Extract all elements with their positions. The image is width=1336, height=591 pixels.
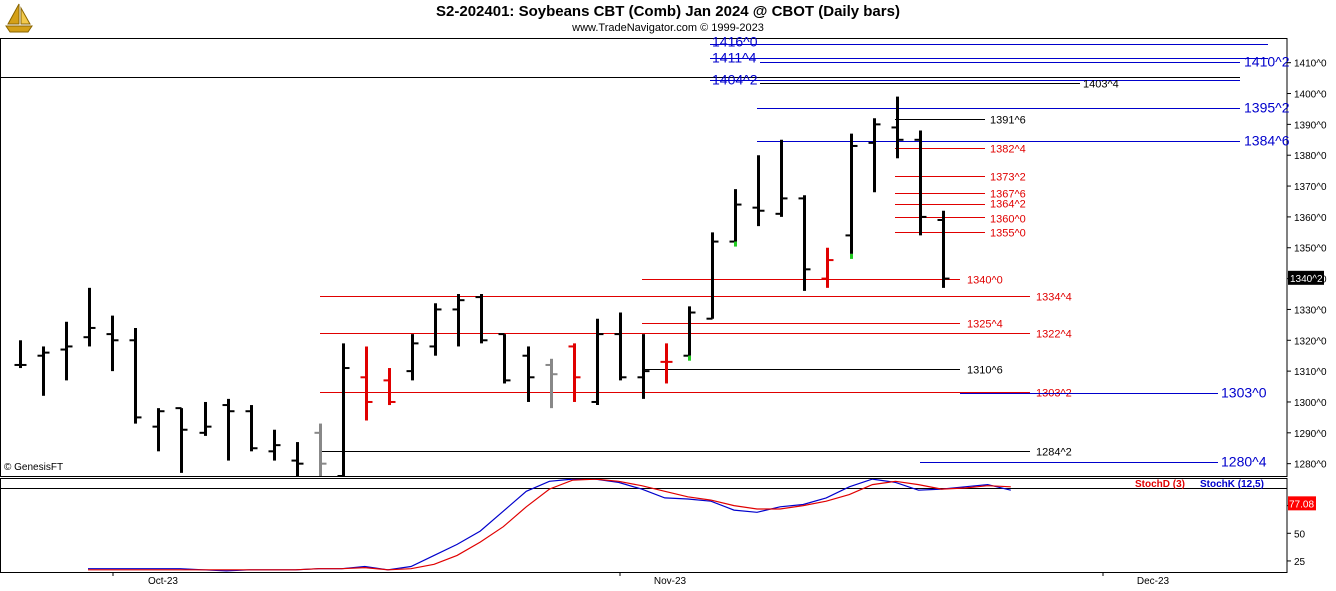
price-axis-label: 1360^0 [1294,213,1327,224]
date-axis-background [0,572,1287,591]
stoch-legend-k: StochK (12,5) [1200,479,1264,490]
level-label: 1325^4 [967,319,1003,331]
level-label: 1416^0 [712,34,758,50]
stoch-panel-frame [0,478,1288,573]
price-axis-label: 1320^0 [1294,336,1327,347]
level-label: 1410^2 [1244,54,1290,70]
price-axis-label: 1400^0 [1294,90,1327,101]
price-axis-label: 1380^0 [1294,151,1327,162]
level-label: 1322^4 [1036,329,1072,341]
sailboat-logo-icon [4,2,34,39]
level-label: 1310^6 [967,365,1003,377]
level-label: 1404^2 [712,72,758,88]
price-axis-label: 1390^0 [1294,120,1327,131]
level-label: 1403^4 [1083,79,1119,91]
last-price-label: 1340^2 [1290,274,1323,285]
date-axis-label: Dec-23 [1137,576,1170,587]
price-axis-label: 1290^0 [1294,429,1327,440]
chart-title: S2-202401: Soybeans CBT (Comb) Jan 2024 … [436,3,900,20]
price-axis-label: 1310^0 [1294,367,1327,378]
chart-subtitle: www.TradeNavigator.com © 1999-2023 [572,22,764,34]
stoch-last-label: 77.08 [1289,499,1314,510]
level-label: 1355^0 [990,228,1026,240]
level-label: 1373^2 [990,172,1026,184]
stoch-legend-d: StochD (3) [1135,479,1185,490]
level-label: 1364^2 [990,199,1026,211]
price-axis-label: 1280^0 [1294,460,1327,471]
date-axis-label: Oct-23 [148,576,178,587]
stoch-axis-label: 50 [1294,529,1306,540]
chart-header: S2-202401: Soybeans CBT (Comb) Jan 2024 … [0,0,1336,38]
level-label: 1360^0 [990,214,1026,226]
level-label: 1367^6 [990,189,1026,201]
level-label: 1303^0 [1221,385,1267,401]
price-axis-label: 1410^0 [1294,59,1327,70]
level-label: 1391^6 [990,115,1026,127]
level-label: 1334^4 [1036,292,1072,304]
last-price-tag [1288,270,1324,285]
stochd-line [88,479,1011,571]
level-label: 1395^2 [1244,100,1290,116]
stochk-line [88,479,1011,572]
level-label: 1280^4 [1221,454,1267,470]
data-credit: © GenesisFT [4,462,64,473]
level-label: 1284^2 [1036,447,1072,459]
stoch-axis-label: 25 [1294,557,1306,568]
date-axis-label: Nov-23 [654,576,687,587]
price-axis-label: 1370^0 [1294,182,1327,193]
level-label: 1340^0 [967,275,1003,287]
price-panel-frame [0,38,1288,477]
price-axis-label: 1300^0 [1294,398,1327,409]
price-axis-label: 1330^0 [1294,305,1327,316]
level-label: 1384^6 [1244,133,1290,149]
stoch-last-tag [1288,496,1316,511]
level-label: 1382^4 [990,144,1026,156]
price-axis-label: 1350^0 [1294,244,1327,255]
level-label: 1411^4 [712,50,757,66]
